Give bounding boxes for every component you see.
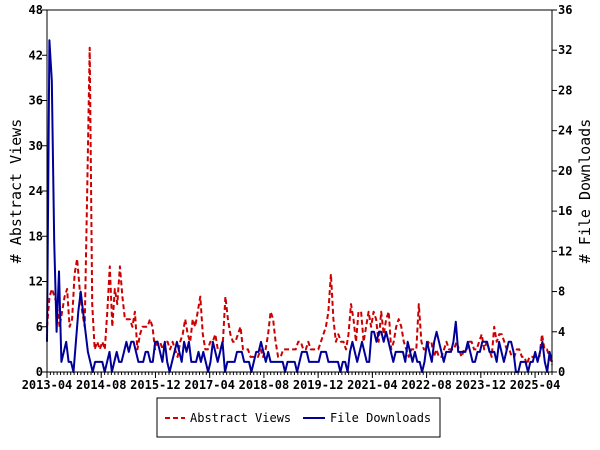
right-axis-tick-label: 24 bbox=[558, 124, 572, 138]
x-axis-tick-label: 2015-12 bbox=[130, 378, 181, 392]
right-axis-tick-label: 36 bbox=[558, 3, 572, 17]
legend-label-abstract-views: Abstract Views bbox=[190, 411, 291, 425]
left-axis-tick-label: 0 bbox=[36, 365, 43, 379]
right-axis-tick-label: 0 bbox=[558, 365, 565, 379]
legend: Abstract Views File Downloads bbox=[156, 397, 441, 438]
legend-box bbox=[156, 397, 441, 438]
x-axis-tick-label: 2023-12 bbox=[456, 378, 507, 392]
plot-area bbox=[46, 39, 553, 373]
left-axis-tick-label: 48 bbox=[29, 3, 43, 17]
right-axis-tick-label: 4 bbox=[558, 325, 565, 339]
right-axis-tick-label: 16 bbox=[558, 204, 572, 218]
x-axis-tick-label: 2013-04 bbox=[22, 378, 73, 392]
right-axis-tick-label: 28 bbox=[558, 83, 572, 97]
x-axis-tick-label: 2018-08 bbox=[239, 378, 290, 392]
right-axis-tick-label: 12 bbox=[558, 244, 572, 258]
left-axis-tick-label: 42 bbox=[29, 48, 43, 62]
series-line-file-downloads bbox=[46, 39, 553, 373]
left-axis-title: # Abstract Views bbox=[7, 119, 25, 264]
x-axis-tick-label: 2025-04 bbox=[510, 378, 561, 392]
x-axis-tick-label: 2019-12 bbox=[293, 378, 344, 392]
left-axis-tick-label: 30 bbox=[29, 139, 43, 153]
x-axis-tick-label: 2014-08 bbox=[76, 378, 127, 392]
left-axis-tick-label: 12 bbox=[29, 275, 43, 289]
left-axis-tick-label: 6 bbox=[36, 320, 43, 334]
right-axis-title: # File Downloads bbox=[576, 119, 594, 264]
x-axis-tick-label: 2021-04 bbox=[347, 378, 398, 392]
left-axis-tick-label: 24 bbox=[29, 184, 43, 198]
x-axis-tick-label: 2022-08 bbox=[401, 378, 452, 392]
legend-label-file-downloads: File Downloads bbox=[330, 411, 431, 425]
right-axis-tick-label: 20 bbox=[558, 164, 572, 178]
left-axis-tick-label: 18 bbox=[29, 229, 43, 243]
right-axis-tick-label: 32 bbox=[558, 43, 572, 57]
x-axis-tick-label: 2017-04 bbox=[184, 378, 235, 392]
right-axis-tick-label: 8 bbox=[558, 285, 565, 299]
axes: 0612182430364248048121620242832362013-04… bbox=[22, 3, 573, 392]
left-axis-tick-label: 36 bbox=[29, 94, 43, 108]
